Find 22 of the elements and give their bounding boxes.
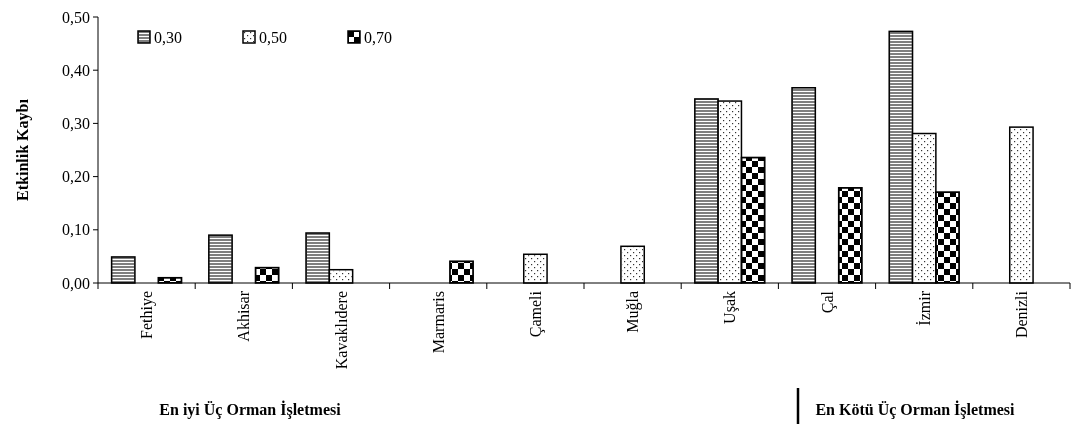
y-tick-label: 0,00 — [62, 274, 90, 292]
x-tick-label: Fethiye — [138, 291, 157, 339]
y-tick-label: 0,10 — [62, 221, 90, 239]
y-tick-label: 0,40 — [62, 61, 90, 79]
text: En Kötü Üç Orman İşletmesi — [815, 400, 1016, 419]
legend-label: 0,30 — [154, 28, 182, 46]
x-tick-label: Akhisar — [235, 290, 253, 342]
x-tick-label: Çal — [818, 290, 837, 314]
y-tick-label: 0,30 — [62, 115, 90, 132]
text: En iyi Üç Orman İşletmesi — [159, 400, 342, 419]
x-tick-label: Çameli — [527, 290, 545, 338]
legend-label: 0,50 — [259, 28, 287, 46]
x-tick-label: Denizli — [1013, 290, 1030, 339]
y-axis-title: Etkinlik Kaybı — [14, 98, 32, 201]
x-tick-label: Kavaklıdere — [332, 291, 350, 370]
x-tick-label: Uşak — [721, 291, 740, 324]
legend-label: 0,70 — [364, 28, 392, 46]
y-tick-label: 0,20 — [62, 168, 90, 186]
x-tick-label: İzmir — [915, 290, 933, 326]
x-tick-label: Marmaris — [429, 291, 447, 354]
x-tick-label: Muğla — [624, 291, 643, 333]
y-tick-label: 0,50 — [62, 8, 90, 26]
